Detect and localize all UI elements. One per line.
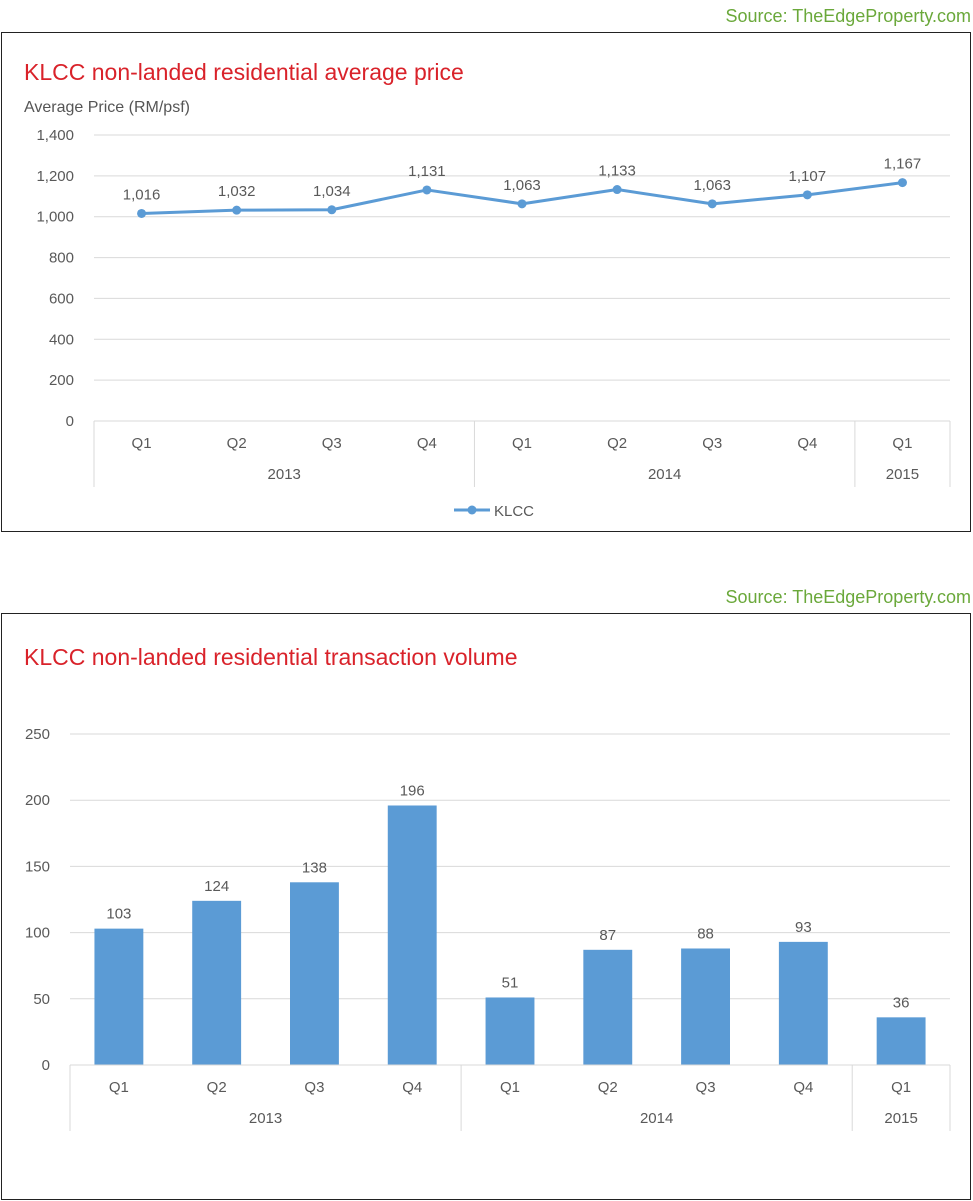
volume-chart-panel: KLCC non-landed residential transaction … bbox=[1, 613, 971, 1200]
year-label: 2014 bbox=[640, 1110, 673, 1127]
x-tick-label: Q1 bbox=[512, 435, 532, 452]
source-credit: Source: TheEdgeProperty.com bbox=[725, 587, 971, 607]
x-tick-label: Q1 bbox=[132, 435, 152, 452]
bar bbox=[387, 805, 437, 1065]
data-point bbox=[517, 199, 527, 209]
x-tick-label: Q1 bbox=[500, 1079, 520, 1096]
legend-label: KLCC bbox=[494, 503, 534, 520]
price-chart-panel: KLCC non-landed residential average pric… bbox=[1, 32, 971, 532]
data-label: 88 bbox=[697, 925, 714, 942]
data-label: 1,032 bbox=[218, 183, 256, 200]
bar bbox=[876, 1017, 926, 1065]
price-line-chart: 0 200 400 600 800 1,000 1,200 1,400 Q1 Q2 Q3 Q4 Q1 Q2… bbox=[36, 127, 951, 520]
data-point bbox=[707, 199, 717, 209]
chart-title: KLCC non-landed residential average pric… bbox=[24, 59, 464, 85]
bar bbox=[94, 928, 144, 1065]
data-label: 1,063 bbox=[693, 177, 731, 194]
data-label: 138 bbox=[302, 859, 327, 876]
x-tick-label: Q3 bbox=[702, 435, 722, 452]
x-tick-label: Q1 bbox=[891, 1079, 911, 1096]
bar bbox=[290, 882, 339, 1065]
data-label: 93 bbox=[795, 919, 812, 936]
x-tick-label: Q2 bbox=[207, 1079, 227, 1096]
x-tick-label: Q2 bbox=[227, 435, 247, 452]
year-label: 2015 bbox=[886, 466, 919, 483]
y-tick-label: 50 bbox=[33, 991, 50, 1008]
data-label: 103 bbox=[106, 906, 131, 923]
year-label: 2013 bbox=[249, 1110, 282, 1127]
y-tick-label: 400 bbox=[49, 331, 74, 348]
data-label: 51 bbox=[502, 974, 519, 991]
year-label: 2015 bbox=[884, 1110, 917, 1127]
data-label: 1,131 bbox=[408, 163, 446, 180]
bar bbox=[192, 900, 242, 1065]
data-point bbox=[612, 185, 622, 195]
chart-title: KLCC non-landed residential transaction … bbox=[24, 644, 518, 670]
data-label: 1,034 bbox=[313, 183, 351, 200]
data-point bbox=[802, 190, 812, 200]
data-point bbox=[232, 205, 242, 215]
bar bbox=[485, 997, 535, 1065]
y-tick-label: 150 bbox=[25, 858, 50, 875]
y-tick-label: 0 bbox=[42, 1057, 50, 1074]
year-label: 2014 bbox=[648, 466, 681, 483]
x-tick-label: Q3 bbox=[322, 435, 342, 452]
data-point bbox=[327, 205, 337, 215]
year-label: 2013 bbox=[268, 466, 301, 483]
data-label: 1,016 bbox=[123, 186, 161, 203]
data-label: 1,167 bbox=[884, 156, 922, 173]
bar bbox=[583, 949, 633, 1065]
y-tick-label: 1,200 bbox=[36, 168, 74, 185]
data-label: 1,107 bbox=[789, 168, 827, 185]
x-tick-label: Q2 bbox=[598, 1079, 618, 1096]
y-tick-label: 1,000 bbox=[36, 209, 74, 226]
legend-marker-icon bbox=[467, 505, 477, 515]
y-tick-label: 100 bbox=[25, 925, 50, 942]
y-tick-label: 200 bbox=[49, 372, 74, 389]
volume-bar-chart: 0 50 100 150 200 250 Q1 Q2 Q3 Q4 Q1 Q2 Q3 Q4 Q1 2013 201… bbox=[25, 726, 951, 1131]
y-tick-label: 1,400 bbox=[36, 127, 74, 144]
data-label: 124 bbox=[204, 878, 229, 895]
bar bbox=[681, 948, 730, 1065]
y-tick-label: 600 bbox=[49, 290, 74, 307]
data-label: 1,063 bbox=[503, 177, 541, 194]
x-tick-label: Q2 bbox=[607, 435, 627, 452]
data-point bbox=[137, 208, 147, 218]
y-tick-label: 250 bbox=[25, 726, 50, 743]
y-tick-label: 200 bbox=[25, 792, 50, 809]
y-tick-label: 0 bbox=[66, 413, 74, 430]
x-tick-label: Q4 bbox=[797, 435, 817, 452]
bar bbox=[778, 941, 828, 1065]
x-tick-label: Q4 bbox=[793, 1079, 813, 1096]
data-point bbox=[422, 185, 432, 195]
data-label: 196 bbox=[400, 782, 425, 799]
y-axis-label: Average Price (RM/psf) bbox=[24, 99, 190, 116]
x-tick-label: Q4 bbox=[417, 435, 437, 452]
source-credit: Source: TheEdgeProperty.com bbox=[725, 6, 971, 26]
data-label: 87 bbox=[599, 927, 616, 944]
x-tick-label: Q4 bbox=[402, 1079, 422, 1096]
x-tick-label: Q3 bbox=[304, 1079, 324, 1096]
y-tick-label: 800 bbox=[49, 250, 74, 267]
data-label: 1,133 bbox=[598, 163, 636, 180]
x-tick-label: Q1 bbox=[892, 435, 912, 452]
data-label: 36 bbox=[893, 994, 910, 1011]
data-point bbox=[897, 178, 907, 188]
x-tick-label: Q1 bbox=[109, 1079, 129, 1096]
x-tick-label: Q3 bbox=[696, 1079, 716, 1096]
